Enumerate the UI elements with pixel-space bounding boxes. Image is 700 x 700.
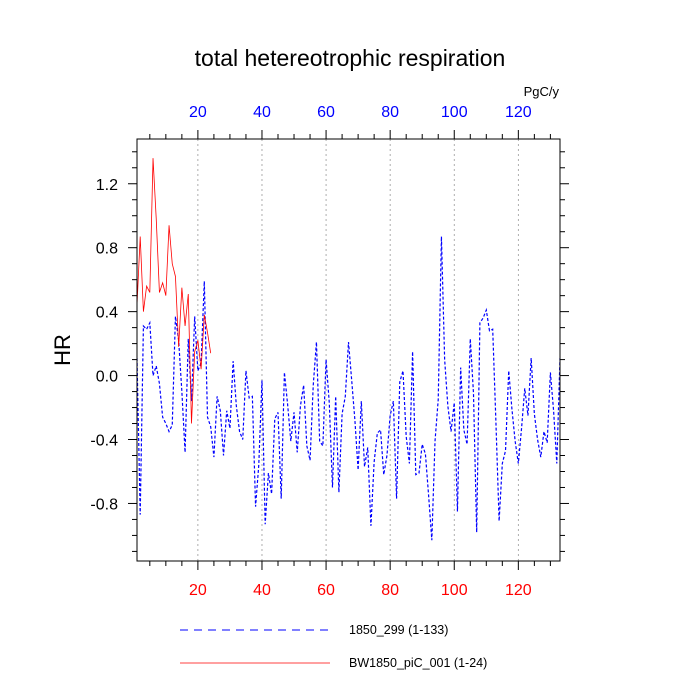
y-tick-label: -0.4	[90, 433, 118, 450]
y-tick-label: 0.8	[96, 241, 118, 258]
series-line-1850_299	[137, 236, 560, 541]
x-tick-label-top: 40	[253, 104, 271, 121]
x-tick-label-bottom: 20	[189, 582, 207, 599]
x-tick-label-top: 120	[505, 104, 532, 121]
series-layer	[137, 158, 560, 541]
y-axis-label: HR	[50, 334, 75, 366]
series-line-BW1850_piC_001	[137, 158, 212, 424]
units-label: PgC/y	[524, 84, 560, 99]
ticks: 20 20 40 40 60 60 80 80 100 100 120 120 -0.8 -0.4 0.0 0…	[90, 104, 569, 599]
legend: 1850_299 (1-133) BW1850_piC_001 (1-24)	[180, 623, 487, 670]
x-tick-label-bottom: 40	[253, 582, 271, 599]
x-tick-label-top: 100	[441, 104, 468, 121]
legend-label-red: BW1850_piC_001 (1-24)	[349, 656, 487, 670]
x-tick-label-top: 80	[381, 104, 399, 121]
legend-label-blue: 1850_299 (1-133)	[349, 623, 448, 637]
y-tick-label: -0.8	[90, 496, 118, 513]
grid	[197, 139, 519, 561]
y-tick-label: 1.2	[96, 177, 118, 194]
plot-frame	[136, 138, 561, 562]
y-tick-label: 0.0	[96, 369, 118, 386]
x-tick-label-top: 60	[317, 104, 335, 121]
x-tick-label-bottom: 60	[317, 582, 335, 599]
y-tick-label: 0.4	[96, 305, 118, 322]
x-tick-label-bottom: 80	[381, 582, 399, 599]
x-tick-label-bottom: 120	[505, 582, 532, 599]
x-tick-label-top: 20	[189, 104, 207, 121]
chart-title: total hetereotrophic respiration	[195, 45, 506, 71]
x-tick-label-bottom: 100	[441, 582, 468, 599]
